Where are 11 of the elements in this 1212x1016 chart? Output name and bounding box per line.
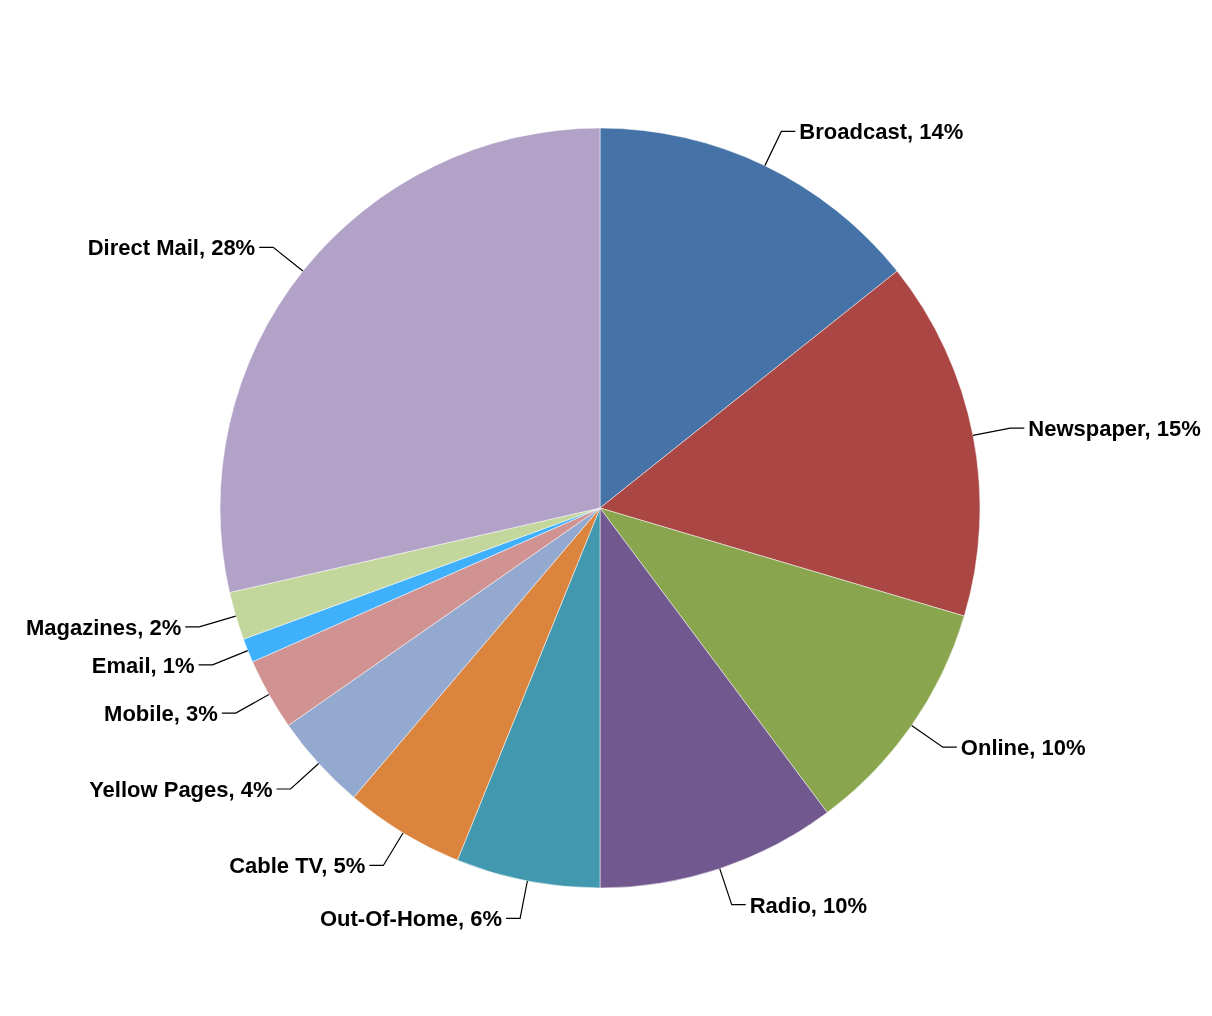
slice-label: Email, 1% bbox=[91, 652, 195, 678]
slice-label: Broadcast, 14% bbox=[799, 119, 964, 145]
slice-label: Direct Mail, 28% bbox=[87, 235, 256, 261]
slice-label: Radio, 10% bbox=[749, 892, 868, 918]
slice-label: Yellow Pages, 4% bbox=[89, 777, 273, 803]
slice-label: Cable TV, 5% bbox=[229, 853, 366, 879]
slice-label: Newspaper, 15% bbox=[1028, 416, 1201, 442]
slice-label: Out-Of-Home, 6% bbox=[319, 906, 503, 932]
slice-label: Mobile, 3% bbox=[104, 701, 218, 727]
slice-label: Magazines, 2% bbox=[26, 614, 182, 640]
slice-label: Online, 10% bbox=[960, 735, 1086, 761]
